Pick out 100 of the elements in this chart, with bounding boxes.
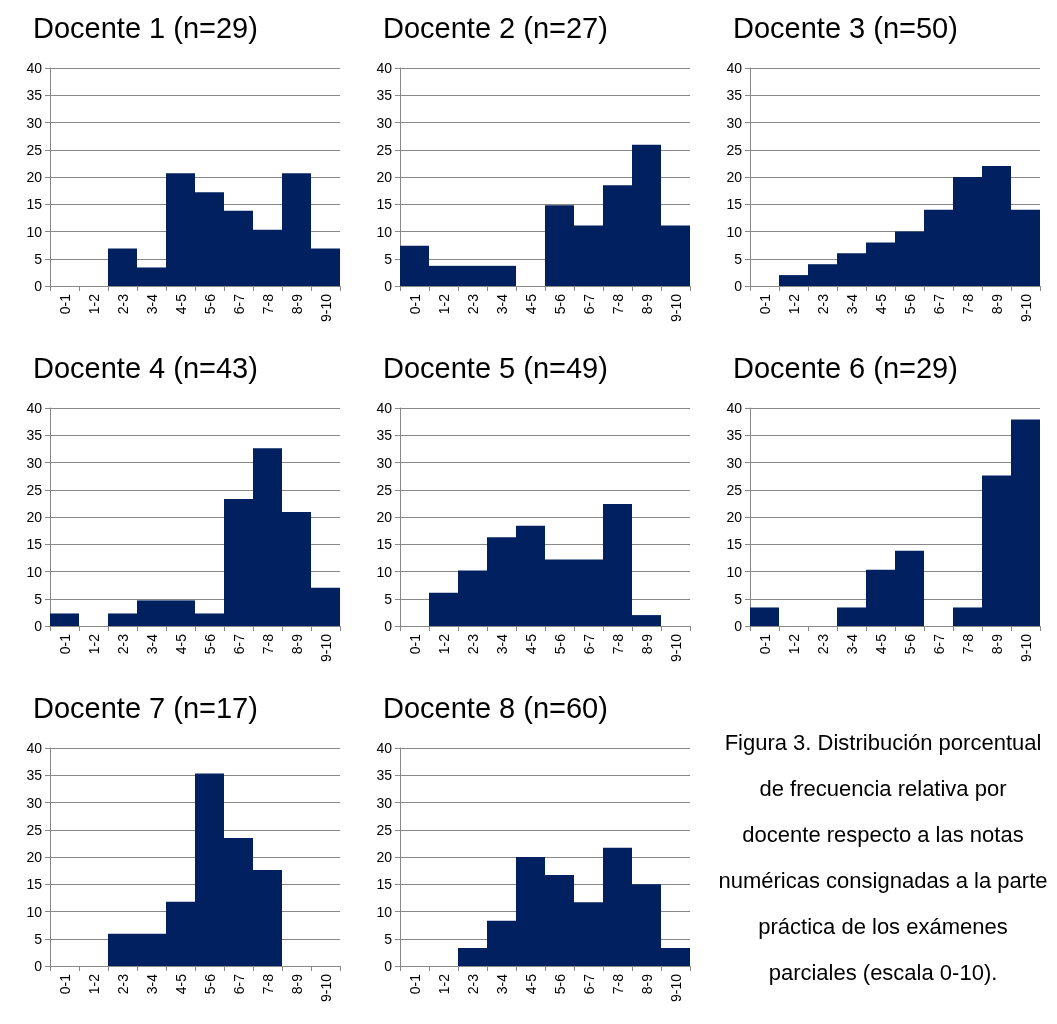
y-tick-label: 15 (726, 536, 743, 553)
bar (750, 607, 779, 626)
chart-title: Docente 3 (n=50) (733, 11, 958, 44)
x-tick-label: 0-1 (756, 293, 773, 315)
y-tick-label: 30 (26, 454, 43, 471)
y-tick-label: 5 (34, 250, 43, 267)
x-tick-label: 3-4 (493, 293, 510, 315)
y-tick-label: 20 (726, 509, 743, 525)
x-tick-label: 3-4 (493, 973, 510, 995)
x-tick-label: 0-1 (406, 293, 423, 315)
y-tick-label: 40 (26, 740, 43, 756)
y-tick-label: 15 (376, 536, 393, 553)
y-tick-label: 20 (26, 849, 43, 865)
x-tick-label: 6-7 (230, 633, 247, 655)
x-tick-label: 4-5 (522, 973, 539, 995)
x-tick-label: 4-5 (172, 293, 189, 315)
x-tick-label: 7-8 (259, 633, 276, 655)
y-tick-label: 0 (734, 618, 743, 634)
x-tick-label: 8-9 (288, 633, 305, 655)
chart-title: Docente 2 (n=27) (383, 11, 608, 44)
y-tick-label: 0 (734, 278, 743, 294)
text: Figura 3. Distribución porcentual de frecuencia relativa por docente respecto a las notas numéricas consignadas a la parte práctica de los exámenes parciales (escala 0-10). (718, 729, 1048, 987)
x-tick-label: 5-6 (201, 633, 218, 655)
x-tick-label: 7-8 (609, 633, 626, 655)
y-tick-label: 10 (376, 563, 393, 580)
y-tick-label: 20 (376, 849, 393, 865)
y-tick-label: 0 (384, 958, 393, 974)
x-tick-label: 8-9 (288, 293, 305, 315)
y-tick-label: 30 (376, 454, 393, 471)
y-tick-label: 20 (726, 169, 743, 185)
y-tick-label: 35 (26, 427, 43, 444)
y-tick-label: 40 (376, 60, 393, 76)
chart-title: Docente 7 (n=17) (33, 691, 258, 724)
x-tick-label: 1-2 (435, 973, 452, 995)
y-tick-label: 30 (26, 794, 43, 811)
chart-title: Docente 6 (n=29) (733, 351, 958, 384)
y-tick-label: 10 (26, 223, 43, 240)
x-tick-label: 0-1 (56, 293, 73, 315)
y-tick-label: 40 (376, 740, 393, 756)
x-tick-label: 3-4 (143, 633, 160, 655)
y-tick-label: 25 (376, 141, 393, 158)
x-tick-label: 3-4 (493, 633, 510, 655)
x-tick-label: 9-10 (1017, 633, 1034, 663)
x-tick-label: 9-10 (667, 973, 684, 1003)
x-tick-label: 3-4 (143, 973, 160, 995)
y-tick-label: 10 (376, 903, 393, 920)
y-tick-label: 35 (376, 427, 393, 444)
x-tick-label: 2-3 (114, 293, 131, 315)
x-tick-label: 2-3 (464, 973, 481, 995)
x-tick-label: 8-9 (288, 973, 305, 995)
y-tick-label: 15 (376, 196, 393, 213)
bar (50, 613, 79, 626)
y-tick-label: 15 (376, 876, 393, 893)
x-tick-label: 5-6 (201, 293, 218, 315)
y-tick-label: 15 (26, 876, 43, 893)
x-tick-label: 8-9 (988, 633, 1005, 655)
y-tick-label: 25 (26, 481, 43, 498)
chart-title: Docente 8 (n=60) (383, 691, 608, 724)
y-tick-label: 15 (726, 196, 743, 213)
x-tick-label: 5-6 (901, 293, 918, 315)
x-tick-label: 2-3 (464, 293, 481, 315)
x-tick-label: 5-6 (551, 293, 568, 315)
x-tick-label: 4-5 (172, 633, 189, 655)
y-tick-label: 20 (26, 509, 43, 525)
x-tick-label: 9-10 (667, 293, 684, 323)
y-tick-label: 25 (726, 141, 743, 158)
x-tick-label: 3-4 (143, 293, 160, 315)
y-tick-label: 20 (376, 509, 393, 525)
x-tick-label: 1-2 (785, 633, 802, 655)
x-tick-label: 7-8 (959, 293, 976, 315)
y-tick-label: 40 (376, 400, 393, 416)
y-tick-label: 15 (26, 536, 43, 553)
x-tick-label: 0-1 (406, 633, 423, 655)
y-tick-label: 0 (34, 958, 43, 974)
y-tick-label: 25 (376, 481, 393, 498)
x-tick-label: 5-6 (901, 633, 918, 655)
x-tick-label: 5-6 (551, 973, 568, 995)
x-tick-label: 9-10 (317, 633, 334, 663)
x-tick-label: 4-5 (522, 293, 539, 315)
x-tick-label: 7-8 (259, 293, 276, 315)
y-tick-label: 10 (726, 223, 743, 240)
y-tick-label: 35 (726, 427, 743, 444)
y-tick-label: 35 (726, 87, 743, 104)
y-tick-label: 5 (384, 930, 393, 947)
x-tick-label: 1-2 (785, 293, 802, 315)
y-tick-label: 40 (726, 400, 743, 416)
y-tick-label: 20 (26, 169, 43, 185)
x-tick-label: 2-3 (814, 293, 831, 315)
y-tick-label: 5 (734, 590, 743, 607)
y-tick-label: 35 (376, 87, 393, 104)
y-tick-label: 25 (376, 821, 393, 838)
chart-title: Docente 5 (n=49) (383, 351, 608, 384)
x-tick-label: 4-5 (172, 973, 189, 995)
x-tick-label: 8-9 (638, 293, 655, 315)
x-tick-label: 4-5 (522, 633, 539, 655)
y-tick-label: 30 (726, 454, 743, 471)
x-tick-label: 7-8 (609, 973, 626, 995)
y-tick-label: 10 (26, 903, 43, 920)
x-tick-label: 9-10 (667, 633, 684, 663)
y-tick-label: 10 (376, 223, 393, 240)
